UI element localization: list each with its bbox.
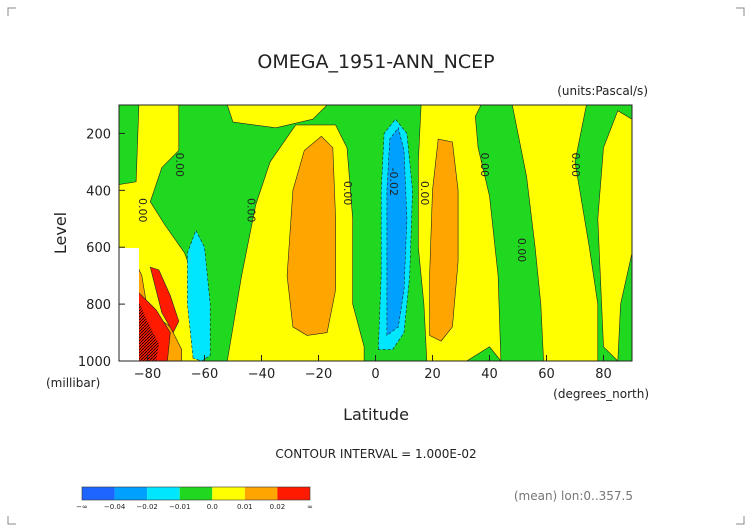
contour-region-11 <box>187 229 211 361</box>
x-tick-label-8: 80 <box>595 367 612 382</box>
x-axis: −80 −60 −40 −20 0 20 40 60 80 <box>134 355 612 382</box>
contour-label-2: 0.00 <box>244 198 257 223</box>
colorbar-swatch-3 <box>179 487 213 500</box>
x-tick-label-3: −20 <box>305 367 332 382</box>
x-tick-label-6: 40 <box>481 367 498 382</box>
colorbar-frame <box>81 486 311 501</box>
contour-label-5: 0.00 <box>418 181 431 206</box>
colorbar-swatch-0 <box>82 487 115 500</box>
colorbar: −∞ −0.04 −0.02 −0.01 0.0 0.01 0.02 ∞ <box>76 486 313 511</box>
contour-region-13 <box>386 127 408 336</box>
colorbar-label-7: ∞ <box>307 503 313 511</box>
contour-label-4: -0.02 <box>387 168 400 196</box>
contour-label-1: 0.00 <box>173 152 186 177</box>
contour-label-8: 0.00 <box>569 152 582 177</box>
colorbar-swatch-4 <box>212 487 245 500</box>
colorbar-swatch-5 <box>244 487 278 500</box>
y-axis-label: Level <box>51 212 70 254</box>
plot-area: 0.00 0.00 0.00 0.00 -0.02 0.00 0.00 0.00 0.00 <box>119 105 632 361</box>
colorbar-swatch-1 <box>114 487 148 500</box>
missing-data-patch <box>119 248 139 361</box>
y-tick-label-2: 600 <box>86 241 111 256</box>
x-tick-label-5: 20 <box>424 367 441 382</box>
contour-label-3: 0.00 <box>341 181 354 206</box>
contour-label-6: 0.00 <box>478 152 491 177</box>
x-tick-label-1: −60 <box>191 367 218 382</box>
y-tick-label-0: 200 <box>86 127 111 142</box>
contour-label-0: 0.00 <box>136 198 149 223</box>
contour-interval-label: CONTOUR INTERVAL = 1.000E-02 <box>275 447 476 461</box>
contour-label-7: 0.00 <box>515 238 528 262</box>
colorbar-label-4: 0.0 <box>207 503 218 511</box>
colorbar-label-1: −0.04 <box>104 503 126 511</box>
x-axis-label: Latitude <box>343 405 409 424</box>
y-tick-label-4: 1000 <box>78 355 111 370</box>
contour-region-8 <box>429 138 459 342</box>
colorbar-label-0: −∞ <box>76 503 88 511</box>
y-axis-unit: (millibar) <box>46 376 100 390</box>
mean-note: (mean) lon:0..357.5 <box>514 489 633 503</box>
colorbar-label-5: 0.01 <box>237 503 253 511</box>
colorbar-label-2: −0.02 <box>136 503 157 511</box>
x-tick-label-0: −80 <box>134 367 161 382</box>
y-tick-label-3: 800 <box>86 298 111 313</box>
x-tick-label-2: −40 <box>248 367 275 382</box>
contour-labels: 0.00 0.00 0.00 0.00 -0.02 0.00 0.00 0.00 0.00 <box>136 152 582 262</box>
x-tick-label-7: 60 <box>538 367 555 382</box>
y-tick-label-1: 400 <box>86 184 111 199</box>
contour-region-1 <box>226 105 328 129</box>
contour-region-10 <box>149 266 180 334</box>
chart-title: OMEGA_1951-ANN_NCEP <box>257 51 494 73</box>
colorbar-label-3: −0.01 <box>169 503 190 511</box>
colorbar-swatch-2 <box>147 487 180 500</box>
colorbar-swatch-6 <box>277 487 310 500</box>
x-tick-label-4: 0 <box>371 367 379 382</box>
units-label: (units:Pascal/s) <box>557 84 648 98</box>
colorbar-label-6: 0.02 <box>270 503 286 511</box>
crop-marks <box>7 7 745 525</box>
x-axis-unit: (degrees_north) <box>553 387 649 401</box>
contour-region-7 <box>286 135 336 336</box>
y-axis: 200 400 600 800 1000 <box>78 127 125 370</box>
contour-region-5 <box>597 110 632 361</box>
contour-region-4 <box>511 105 599 361</box>
